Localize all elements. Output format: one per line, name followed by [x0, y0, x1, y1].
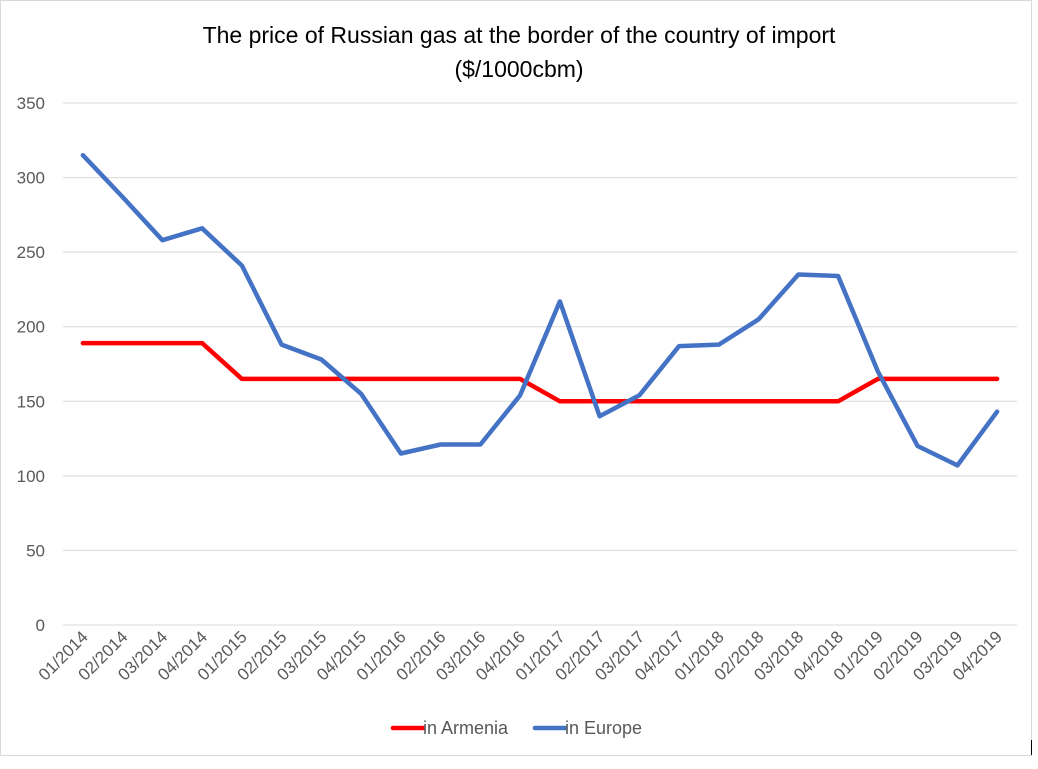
y-tick-label-150: 150: [17, 392, 45, 411]
x-axis-ticks: 01/201402/201403/201404/201401/201502/20…: [35, 627, 1006, 684]
series-line-1: [80, 340, 1000, 404]
y-tick-label-100: 100: [17, 467, 45, 486]
series-lines: [80, 152, 1000, 468]
y-tick-label-0: 0: [36, 616, 45, 635]
legend-label-2: in Europe: [565, 718, 642, 738]
series-line-2: [80, 152, 1000, 468]
gridlines: [63, 102, 1017, 626]
legend: in Armenia in Europe: [390, 718, 642, 738]
y-tick-label-350: 350: [17, 94, 45, 113]
legend-label-1: in Armenia: [423, 718, 509, 738]
y-tick-label-50: 50: [26, 541, 45, 560]
y-tick-label-200: 200: [17, 318, 45, 337]
text-cursor: [1031, 740, 1032, 755]
chart-subtitle: ($/1000cbm): [454, 56, 583, 82]
chart-title: The price of Russian gas at the border o…: [203, 22, 836, 48]
y-axis-ticks: 0 50 100 150 200 250 300 350: [17, 94, 45, 635]
y-tick-label-300: 300: [17, 169, 45, 188]
y-tick-label-250: 250: [17, 243, 45, 262]
